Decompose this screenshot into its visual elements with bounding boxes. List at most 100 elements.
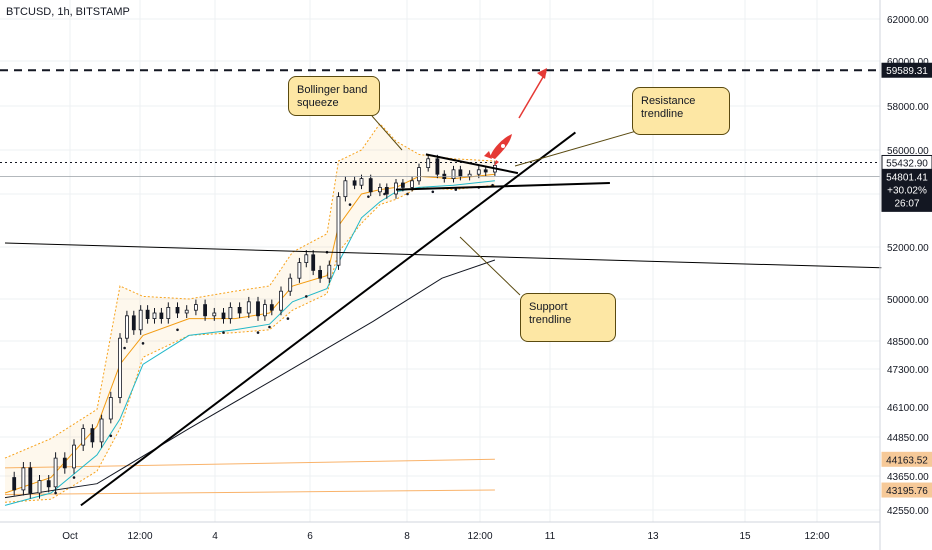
x-tick-label: 6: [307, 531, 313, 542]
sar-dot: [222, 331, 225, 334]
candle-body: [246, 301, 251, 314]
y-tick-label: 62000.00: [887, 15, 929, 26]
candle-body: [400, 182, 405, 188]
tag-long-a-bg: [881, 451, 932, 467]
y-tick-label: 56000.00: [887, 146, 929, 157]
note-support[interactable]: Support trendline: [520, 293, 616, 342]
sar-dot: [268, 325, 271, 329]
y-tick-label: 60000.00: [887, 57, 929, 68]
candle-body: [221, 312, 226, 319]
candle-body: [262, 304, 267, 317]
bb-lower: [4, 184, 495, 503]
candle-body: [417, 167, 421, 182]
candle-body: [352, 180, 357, 186]
grid-lines: [0, 0, 880, 522]
sar-dot: [367, 195, 370, 198]
candle-body: [203, 304, 208, 317]
price-tags: 59589.31 55432.90 54801.41 +30.02% 26:07 4416…: [881, 62, 932, 498]
rocket-body: [490, 134, 512, 159]
candle-body: [297, 262, 302, 279]
candle-body: [410, 180, 415, 188]
parabolic-sar: [54, 183, 494, 495]
candle-body: [359, 178, 364, 186]
sar-dot: [256, 331, 260, 334]
sar-dot: [348, 203, 352, 206]
sar-dot: [454, 188, 458, 191]
target-arrowhead: [537, 68, 547, 79]
bb-upper: [4, 122, 495, 459]
x-tick-label: 13: [647, 531, 659, 542]
candle-body: [152, 312, 157, 319]
chart-title: BTCUSD, 1h, BITSTAMP: [6, 6, 130, 18]
long-ma-a: [4, 458, 495, 469]
candle-body: [476, 169, 481, 175]
y-tick-label: 48500.00: [887, 337, 929, 348]
candle-body: [175, 306, 180, 314]
price-axis[interactable]: 62000.0060000.0058000.0056000.0054000.00…: [879, 0, 929, 550]
candle-body: [384, 186, 389, 195]
sar-dot: [141, 342, 145, 345]
note-bollinger[interactable]: Bollinger band squeeze: [288, 76, 380, 116]
x-tick-label: 12:00: [804, 531, 829, 542]
candle-body: [327, 264, 332, 279]
sar-dot: [109, 434, 113, 438]
rocket-icon: [484, 68, 547, 166]
candle-body: [72, 444, 76, 469]
candle-body: [304, 254, 309, 264]
candle-body: [99, 418, 104, 443]
candle-body: [131, 315, 136, 331]
note-resistance[interactable]: Resistance trendline: [632, 87, 730, 135]
candle-body: [228, 306, 233, 319]
tag-long-b-bg: [881, 482, 932, 498]
x-tick-label: 12:00: [467, 531, 492, 542]
tag-ma-text: +30.02%: [887, 185, 927, 196]
tag-ma-bg: [881, 168, 932, 212]
rocket-window: [501, 144, 505, 148]
candle-body: [458, 169, 463, 177]
callout-bollinger: [371, 115, 403, 151]
sar-dot: [305, 295, 308, 298]
callout-lines: [371, 115, 641, 296]
tag-current-text: 55432.90: [886, 158, 928, 169]
candle-body: [21, 467, 26, 491]
candle-body: [212, 312, 217, 317]
x-tick-label: 8: [404, 531, 410, 542]
trendline: [4, 242, 882, 269]
candle-body: [394, 182, 398, 195]
x-tick-label: 4: [212, 531, 218, 542]
candle-body: [184, 309, 189, 314]
sar-dot: [406, 192, 409, 196]
trendline: [425, 153, 519, 175]
candle-body: [145, 309, 150, 320]
candle-body: [336, 196, 341, 266]
trendlines: [4, 131, 882, 507]
candle-body: [12, 477, 17, 491]
candle-body: [108, 397, 113, 420]
tag-target-bg: [881, 62, 932, 78]
candle-body: [343, 180, 348, 198]
callout-support: [459, 236, 521, 296]
long-moving-averages: [4, 458, 495, 495]
tag-ma-text: 54801.41: [886, 172, 928, 183]
candle-body: [90, 428, 95, 443]
tag-ma-text: 26:07: [894, 198, 919, 209]
candle-body: [28, 467, 33, 494]
rocket-fin: [484, 151, 492, 159]
candle-body: [53, 457, 58, 488]
y-tick-label: 58000.00: [887, 102, 929, 113]
time-axis[interactable]: Oct 12:00 4 6 8 12:00 11 13 15 12:00: [0, 521, 880, 542]
candle-body: [435, 158, 440, 175]
sar-dot: [431, 190, 435, 194]
candle-body: [118, 337, 122, 398]
y-tick-label: 43650.00: [887, 472, 929, 483]
y-tick-label: 42550.00: [887, 506, 929, 517]
candle-body: [483, 169, 488, 173]
sar-dot: [176, 328, 179, 332]
y-tick-label: 50000.00: [887, 295, 929, 306]
y-tick-label: 52000.00: [887, 243, 929, 254]
sar-dot: [72, 476, 76, 479]
x-tick-label: 15: [739, 531, 751, 542]
horizontal-levels: [0, 69, 880, 177]
candle-body: [166, 306, 171, 319]
